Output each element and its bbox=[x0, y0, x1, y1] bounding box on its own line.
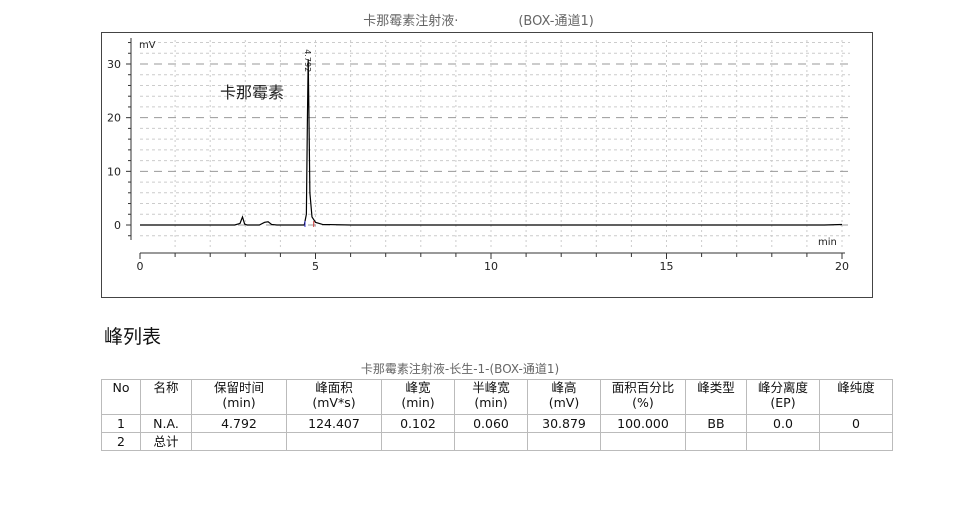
header-text: No bbox=[112, 380, 130, 395]
table-cell: 0.0 bbox=[746, 414, 820, 433]
table-cell: 4.792 bbox=[191, 414, 287, 433]
header-text: 峰高 bbox=[551, 380, 577, 395]
table-cell bbox=[685, 432, 747, 451]
header-text: (min) bbox=[474, 395, 508, 410]
column-header: No bbox=[101, 379, 141, 415]
x-tick-label: 15 bbox=[660, 260, 674, 273]
table-row: 2 总计 bbox=[101, 432, 893, 451]
header-text: (EP) bbox=[770, 395, 796, 410]
chart-title: 卡那霉素注射液· (BOX-通道1) bbox=[0, 10, 957, 29]
column-header: 峰高 (mV) bbox=[527, 379, 601, 415]
header-text: 峰面积 bbox=[315, 380, 353, 395]
table-cell bbox=[381, 432, 455, 451]
y-axis-label: mV bbox=[139, 40, 156, 51]
x-tick-label: 5 bbox=[312, 260, 319, 273]
compound-annotation: 卡那霉素 bbox=[220, 83, 284, 102]
header-text: (mV*s) bbox=[312, 395, 356, 410]
plot-frame bbox=[101, 32, 873, 298]
header-text: 峰纯度 bbox=[837, 380, 875, 395]
table-cell: 0.102 bbox=[381, 414, 455, 433]
table-cell: N.A. bbox=[140, 414, 192, 433]
table-cell: 124.407 bbox=[286, 414, 382, 433]
table-title: 卡那霉素注射液-长生-1-(BOX-通道1) bbox=[360, 362, 560, 376]
table-cell: BB bbox=[685, 414, 747, 433]
column-header: 峰宽 (min) bbox=[381, 379, 455, 415]
chart-title-sample: 卡那霉素注射液· bbox=[363, 14, 459, 29]
column-header: 峰分离度 (EP) bbox=[746, 379, 820, 415]
table-cell bbox=[527, 432, 601, 451]
header-text: (mV) bbox=[548, 395, 580, 410]
chart-title-channel: (BOX-通道1) bbox=[518, 14, 594, 29]
header-text: 保留时间 bbox=[213, 380, 264, 395]
table-cell: 总计 bbox=[140, 432, 192, 451]
x-tick-label: 10 bbox=[484, 260, 498, 273]
x-axis-label: min bbox=[818, 237, 837, 248]
header-text: 峰宽 bbox=[405, 380, 431, 395]
table-cell bbox=[600, 432, 686, 451]
table-cell bbox=[286, 432, 382, 451]
peak-table: No 名称 保留时间 (min) 峰面积 (mV*s) 峰宽 (min) 半峰宽 (min) 峰高(… bbox=[101, 379, 893, 451]
y-tick-label: 30 bbox=[107, 58, 121, 71]
x-tick-label: 0 bbox=[137, 260, 144, 273]
y-tick-label: 10 bbox=[107, 165, 121, 178]
y-tick-label: 0 bbox=[114, 219, 121, 232]
table-header-row: No 名称 保留时间 (min) 峰面积 (mV*s) 峰宽 (min) 半峰宽 (min) 峰高(… bbox=[101, 379, 893, 415]
column-header: 面积百分比 (%) bbox=[600, 379, 686, 415]
chromatogram-trace bbox=[140, 59, 843, 226]
column-header: 半峰宽 (min) bbox=[454, 379, 528, 415]
column-header: 峰纯度 bbox=[819, 379, 893, 415]
header-text: (min) bbox=[222, 395, 256, 410]
table-cell: 0.060 bbox=[454, 414, 528, 433]
table-cell: 0 bbox=[819, 414, 893, 433]
table-cell bbox=[819, 432, 893, 451]
table-row: 1 N.A. 4.792 124.407 0.102 0.060 30.879 100.000… bbox=[101, 414, 893, 433]
table-cell: 100.000 bbox=[600, 414, 686, 433]
x-tick-label: 20 bbox=[835, 260, 849, 273]
table-cell bbox=[191, 432, 287, 451]
table-cell bbox=[454, 432, 528, 451]
column-header: 峰类型 bbox=[685, 379, 747, 415]
y-tick-label: 20 bbox=[107, 112, 121, 125]
table-cell: 1 bbox=[101, 414, 141, 433]
table-cell: 2 bbox=[101, 432, 141, 451]
header-text: (%) bbox=[632, 395, 654, 410]
table-cell: 30.879 bbox=[527, 414, 601, 433]
header-text: 半峰宽 bbox=[472, 380, 510, 395]
column-header: 名称 bbox=[140, 379, 192, 415]
header-text: 面积百分比 bbox=[611, 380, 675, 395]
header-text: 峰类型 bbox=[697, 380, 735, 395]
table-cell bbox=[746, 432, 820, 451]
header-text: 名称 bbox=[153, 380, 179, 395]
header-text: 峰分离度 bbox=[757, 380, 808, 395]
column-header: 保留时间 (min) bbox=[191, 379, 287, 415]
section-title: 峰列表 bbox=[104, 326, 162, 348]
column-header: 峰面积 (mV*s) bbox=[286, 379, 382, 415]
header-text: (min) bbox=[401, 395, 435, 410]
